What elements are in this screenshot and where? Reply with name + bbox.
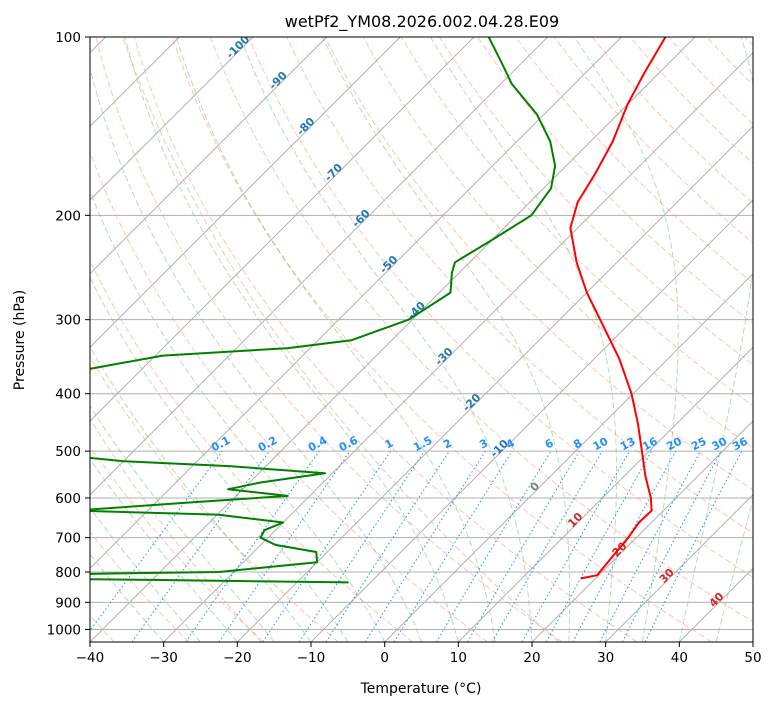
- mixing-ratio-line: [644, 450, 743, 642]
- isotherm-line: [531, 420, 753, 642]
- plot-frame: [89, 36, 754, 643]
- isotherm-lines: [90, 37, 753, 642]
- y-tick-label: 200: [55, 208, 81, 224]
- isotherm-line: [90, 37, 696, 642]
- plot-area: -100-90-80-70-60-50-40-30-20-10010203040…: [90, 37, 753, 642]
- moist-adiabat: [90, 507, 201, 642]
- isotherm-line: [236, 125, 753, 642]
- y-tick-label: 400: [55, 387, 81, 403]
- temperature-profile: [569, 37, 667, 580]
- profiles: [90, 37, 667, 584]
- isotherm-line: [384, 272, 753, 642]
- x-tick-label: −20: [223, 650, 252, 666]
- isotherm-line: [310, 199, 753, 642]
- y-tick-label: 1000: [47, 622, 81, 638]
- y-tick-label: 600: [55, 491, 81, 507]
- isotherm-line: [90, 37, 328, 275]
- y-tick-label: 800: [55, 565, 81, 581]
- mixing-ratio-label: 10: [591, 434, 611, 453]
- mixing-ratio-line: [545, 450, 653, 642]
- isotherm-line: [163, 51, 753, 642]
- dry-adiabat: [90, 150, 488, 642]
- moist-adiabat: [239, 37, 533, 642]
- mixing-ratio-line: [572, 450, 677, 642]
- dry-adiabat: [90, 356, 339, 642]
- y-axis: 100 200 300 400 500 600 700 800 900 1000: [47, 30, 90, 638]
- moist-adiabat: [574, 37, 679, 642]
- y-tick-label: 500: [55, 444, 81, 460]
- isotherm-line: [90, 37, 401, 349]
- y-axis-label: Pressure (hPa): [12, 290, 28, 390]
- isotherm-line: [90, 37, 475, 422]
- x-tick-label: −10: [297, 650, 326, 666]
- mixing-ratio-line: [218, 450, 351, 642]
- isotherm-line: [90, 37, 549, 496]
- mixing-ratio-line: [131, 450, 270, 642]
- y-tick-label: 100: [55, 30, 81, 46]
- mixing-ratio-line: [521, 450, 630, 642]
- moist-adiabat: [124, 37, 459, 642]
- y-tick-label: 900: [55, 595, 81, 611]
- dry-adiabat: [248, 37, 753, 578]
- dry-adiabat: [438, 37, 753, 366]
- mixing-ratio-line: [90, 450, 223, 632]
- moist-adiabat: [90, 405, 275, 642]
- mixing-ratio-line: [185, 450, 320, 642]
- isotherm-line: [90, 37, 622, 570]
- mixing-ratio-line: [298, 450, 425, 642]
- isotherm-line: [90, 37, 254, 201]
- dry-adiabat: [90, 445, 264, 642]
- x-axis-label: Temperature (°C): [360, 681, 482, 697]
- chart-title: wetPf2_YM08.2026.002.04.28.E09: [285, 12, 559, 32]
- moist-adiabat: [90, 553, 165, 642]
- x-tick-label: 40: [671, 650, 688, 666]
- moist-adiabat: [678, 37, 753, 642]
- x-tick-label: 10: [450, 650, 467, 666]
- x-tick-label: 20: [523, 650, 540, 666]
- isotherm-line: [457, 346, 753, 642]
- mixing-ratio-label: 36: [730, 435, 750, 454]
- moist-adiabat: [90, 189, 386, 642]
- moist-adiabat: [90, 345, 312, 642]
- x-tick-label: 50: [744, 650, 761, 666]
- mixing-ratio-label: 13: [618, 435, 638, 454]
- background-curve: [90, 417, 262, 642]
- moist-adiabat: [90, 65, 422, 642]
- moist-adiabat: [175, 37, 496, 642]
- mixing-ratio-label: 25: [689, 435, 709, 454]
- y-tick-label: 700: [55, 531, 81, 547]
- x-tick-label: 30: [597, 650, 614, 666]
- mixing-ratio-label: 16: [640, 435, 660, 454]
- background-curve: [121, 37, 560, 642]
- dry-adiabat: [210, 37, 753, 623]
- dry-adiabat: [95, 37, 563, 642]
- x-tick-label: 0: [380, 650, 389, 666]
- mixing-ratio-lines: [90, 450, 743, 642]
- isotherm-line: [605, 493, 753, 642]
- dry-adiabat: [133, 37, 638, 642]
- moist-adiabat: [90, 276, 349, 642]
- mixing-ratio-line: [262, 450, 392, 642]
- dewpoint-profile: [90, 37, 557, 584]
- mixing-ratio-line: [325, 450, 450, 642]
- dry-adiabat: [90, 531, 190, 642]
- dry-adiabat: [515, 37, 753, 284]
- x-tick-label: −30: [149, 650, 178, 666]
- x-tick-label: −40: [76, 650, 105, 666]
- moist-adiabat: [90, 458, 238, 642]
- mixing-ratio-label: 30: [710, 435, 730, 454]
- background-curves: [90, 37, 560, 642]
- moist-adiabat: [322, 37, 571, 642]
- mixing-ratio-label: 20: [664, 434, 684, 453]
- mixing-ratio-line: [393, 450, 513, 642]
- y-tick-label: 300: [55, 313, 81, 329]
- x-axis: −40 −30 −20 −10 0 10 20 30 40 50: [76, 642, 762, 666]
- dry-adiabat: [400, 37, 753, 407]
